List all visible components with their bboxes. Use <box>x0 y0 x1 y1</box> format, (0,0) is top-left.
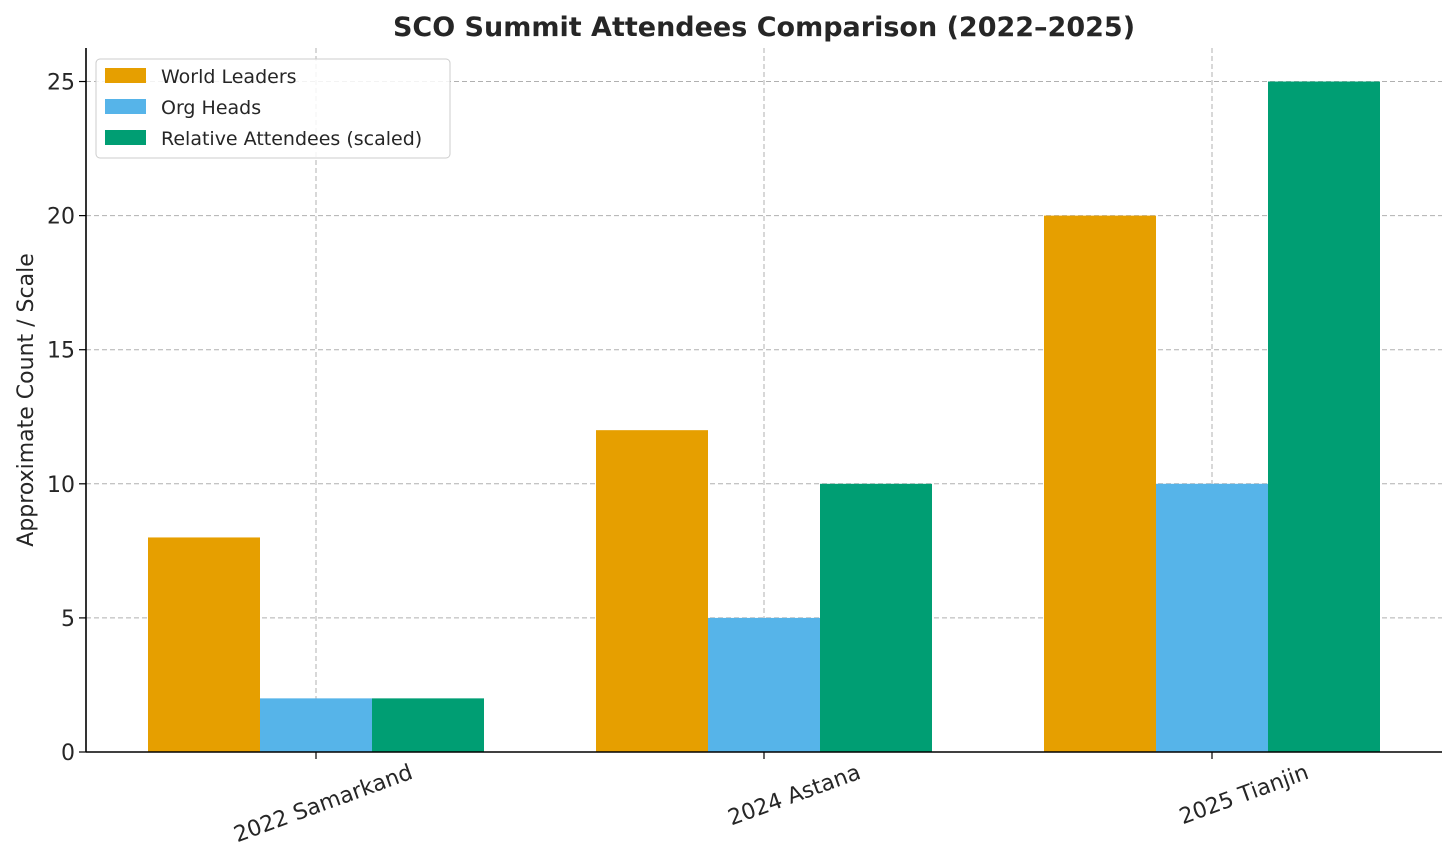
y-tick-label: 10 <box>47 473 75 498</box>
y-tick-label: 5 <box>61 607 75 632</box>
bar-relative-attendees-scaled-1 <box>820 483 932 752</box>
y-ticks: 0 5 10 15 20 25 <box>47 71 86 766</box>
x-tick-label: 2025 Tianjin <box>1176 760 1312 830</box>
bar-org-heads-1 <box>708 617 820 752</box>
bar-org-heads-2 <box>1156 483 1268 752</box>
legend-box <box>95 58 451 159</box>
bar-org-heads-0 <box>260 698 372 752</box>
y-tick-label: 20 <box>47 205 75 230</box>
y-tick-label: 15 <box>47 339 75 364</box>
x-tick-label: 2022 Samarkand <box>231 760 416 848</box>
bar-world-leaders-0 <box>148 537 260 752</box>
legend-label: Relative Attendees (scaled) <box>161 128 422 150</box>
chart-title: SCO Summit Attendees Comparison (2022–20… <box>393 12 1135 43</box>
legend-swatch <box>105 68 146 83</box>
bar-world-leaders-2 <box>1044 215 1156 753</box>
y-axis-label: Approximate Count / Scale <box>14 253 39 546</box>
legend-swatch <box>105 130 146 145</box>
bar-relative-attendees-scaled-2 <box>1268 81 1380 753</box>
legend-label: Org Heads <box>161 97 261 119</box>
x-ticks: 2022 Samarkand 2024 Astana 2025 Tianjin <box>231 752 1312 848</box>
legend-swatch <box>105 99 146 114</box>
bar-world-leaders-1 <box>596 430 708 752</box>
y-tick-label: 0 <box>61 741 75 766</box>
y-tick-label: 25 <box>47 71 75 96</box>
x-tick-label: 2024 Astana <box>725 760 864 831</box>
bar-relative-attendees-scaled-0 <box>372 698 484 752</box>
legend-label: World Leaders <box>161 66 297 88</box>
bars <box>148 81 1380 753</box>
legend: World Leaders Org Heads Relative Attendees… <box>95 58 451 159</box>
